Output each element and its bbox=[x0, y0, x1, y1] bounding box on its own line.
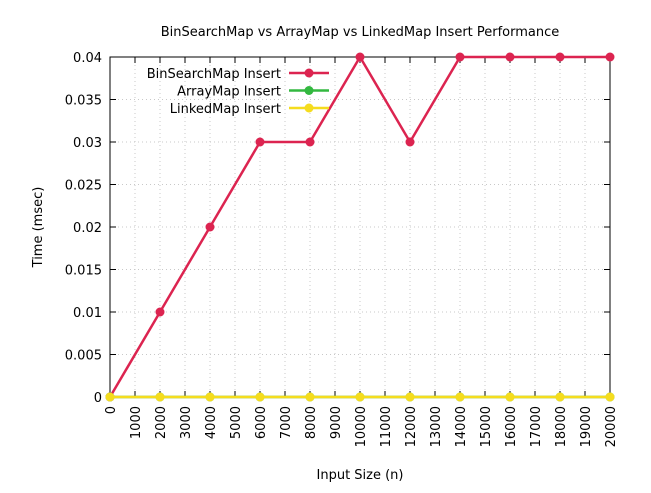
x-tick-label: 6000 bbox=[254, 406, 269, 439]
y-axis-label: Time (msec) bbox=[31, 187, 46, 269]
data-point bbox=[205, 392, 215, 402]
x-tick-label: 5000 bbox=[229, 406, 244, 439]
x-tick-label: 11000 bbox=[379, 406, 394, 447]
y-tick-label: 0 bbox=[94, 391, 102, 406]
legend-swatch-point bbox=[304, 86, 314, 95]
x-tick-label: 3000 bbox=[179, 406, 194, 439]
x-tick-label: 15000 bbox=[479, 406, 494, 447]
x-tick-label: 19000 bbox=[579, 406, 594, 447]
x-tick-label: 20000 bbox=[604, 406, 619, 447]
data-point bbox=[355, 392, 365, 402]
data-point bbox=[405, 137, 415, 147]
x-tick-label: 7000 bbox=[279, 406, 294, 439]
y-tick-label: 0.04 bbox=[73, 51, 102, 66]
y-tick-label: 0.03 bbox=[73, 136, 102, 151]
data-point bbox=[155, 392, 165, 402]
data-point bbox=[555, 392, 565, 402]
x-tick-label: 17000 bbox=[529, 406, 544, 447]
x-tick-label: 9000 bbox=[329, 406, 344, 439]
x-tick-label: 18000 bbox=[554, 406, 569, 447]
y-tick-label: 0.005 bbox=[65, 349, 102, 364]
x-tick-label: 4000 bbox=[204, 406, 219, 439]
chart-title: BinSearchMap vs ArrayMap vs LinkedMap In… bbox=[161, 25, 560, 40]
x-tick-label: 14000 bbox=[454, 406, 469, 447]
x-tick-label: 10000 bbox=[354, 406, 369, 447]
legend-label: ArrayMap Insert bbox=[177, 85, 281, 100]
data-point bbox=[155, 307, 165, 317]
data-point bbox=[605, 392, 615, 402]
x-tick-label: 12000 bbox=[404, 406, 419, 447]
y-tick-label: 0.02 bbox=[73, 221, 102, 236]
series-group bbox=[105, 52, 615, 402]
y-tick-label: 0.025 bbox=[65, 179, 102, 194]
data-point bbox=[255, 137, 265, 147]
data-point bbox=[255, 392, 265, 402]
legend-label: BinSearchMap Insert bbox=[147, 67, 281, 82]
data-point bbox=[105, 392, 115, 402]
x-tick-label: 2000 bbox=[154, 406, 169, 439]
data-point bbox=[505, 52, 515, 62]
legend: BinSearchMap Insert ArrayMap Insert Linked… bbox=[147, 67, 329, 117]
x-tick-label: 13000 bbox=[429, 406, 444, 447]
data-point bbox=[355, 52, 365, 62]
grid bbox=[110, 57, 610, 397]
data-point bbox=[405, 392, 415, 402]
data-point bbox=[455, 392, 465, 402]
x-tick-label: 1000 bbox=[129, 406, 144, 439]
data-point bbox=[305, 392, 315, 402]
data-point bbox=[505, 392, 515, 402]
data-point bbox=[555, 52, 565, 62]
legend-swatch-point bbox=[304, 103, 314, 113]
data-point bbox=[205, 222, 215, 232]
data-point bbox=[605, 52, 615, 62]
x-tick-label: 16000 bbox=[504, 406, 519, 447]
legend-label: LinkedMap Insert bbox=[170, 102, 281, 117]
data-point bbox=[455, 52, 465, 62]
y-tick-label: 0.035 bbox=[65, 94, 102, 109]
data-point bbox=[305, 137, 315, 147]
legend-swatch-point bbox=[304, 68, 314, 78]
x-tick-label: 0 bbox=[104, 406, 119, 414]
y-tick-label: 0.01 bbox=[73, 306, 102, 321]
x-axis-label: Input Size (n) bbox=[317, 468, 404, 483]
x-tick-label: 8000 bbox=[304, 406, 319, 439]
axis-ticks: 0 0.005 0.01 0.015 0.02 0.025 0.03 0.035 0.04 0 10… bbox=[65, 51, 619, 447]
y-tick-label: 0.015 bbox=[65, 264, 102, 279]
